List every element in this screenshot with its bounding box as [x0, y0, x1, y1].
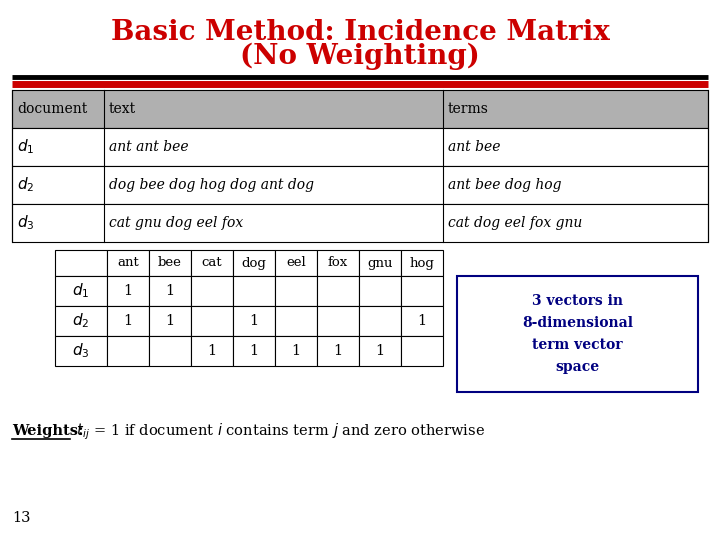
Text: $d_3$: $d_3$ [72, 342, 90, 360]
Bar [401, 250, 443, 276]
Text: eel: eel [286, 256, 306, 269]
Text: ant: ant [117, 256, 139, 269]
Bar [107, 276, 149, 306]
Text: 1: 1 [333, 344, 343, 358]
Bar [191, 250, 233, 276]
Text: bee: bee [158, 256, 182, 269]
Bar [12, 204, 708, 242]
Text: Basic Method: Incidence Matrix: Basic Method: Incidence Matrix [111, 18, 609, 45]
Text: 1: 1 [249, 314, 258, 328]
Text: 13: 13 [12, 511, 30, 525]
Bar [317, 276, 359, 306]
Text: terms: terms [448, 102, 489, 116]
Bar [55, 306, 107, 336]
Text: ant ant bee: ant ant bee [109, 140, 189, 154]
Bar [275, 276, 317, 306]
Text: 1: 1 [418, 314, 426, 328]
Bar [149, 250, 191, 276]
Text: 3 vectors in
8-dimensional
term vector
space: 3 vectors in 8-dimensional term vector s… [522, 294, 633, 374]
Text: ant bee dog hog: ant bee dog hog [448, 178, 562, 192]
Text: Weights:: Weights: [12, 424, 84, 438]
Text: dog: dog [242, 256, 266, 269]
Bar [191, 276, 233, 306]
Bar [191, 306, 233, 336]
Text: $d_2$: $d_2$ [72, 312, 90, 330]
Bar [12, 90, 708, 128]
Text: cat dog eel fox gnu: cat dog eel fox gnu [448, 216, 582, 230]
Text: 1: 1 [292, 344, 300, 358]
Bar [55, 336, 107, 366]
Bar [107, 250, 149, 276]
Bar [149, 276, 191, 306]
Bar [107, 336, 149, 366]
Bar [317, 306, 359, 336]
Text: fox: fox [328, 256, 348, 269]
Bar [233, 306, 275, 336]
Text: 1: 1 [166, 314, 174, 328]
Text: $d_3$: $d_3$ [17, 214, 35, 232]
Text: $d_1$: $d_1$ [17, 138, 35, 157]
Bar [359, 336, 401, 366]
Bar [457, 276, 698, 392]
Bar [55, 250, 107, 276]
Bar [359, 276, 401, 306]
Bar [233, 250, 275, 276]
Bar [401, 276, 443, 306]
Bar [55, 276, 107, 306]
Bar [191, 336, 233, 366]
Text: 1: 1 [375, 344, 384, 358]
Text: $d_2$: $d_2$ [17, 176, 35, 194]
Bar [401, 306, 443, 336]
Bar [275, 336, 317, 366]
Text: $t_{ij}$ = 1 if document $i$ contains term $j$ and zero otherwise: $t_{ij}$ = 1 if document $i$ contains te… [72, 421, 485, 442]
Bar [359, 250, 401, 276]
Text: 1: 1 [123, 314, 132, 328]
Text: dog bee dog hog dog ant dog: dog bee dog hog dog ant dog [109, 178, 314, 192]
Bar [12, 128, 708, 166]
Text: $d_1$: $d_1$ [72, 282, 90, 300]
Bar [317, 250, 359, 276]
Text: text: text [109, 102, 136, 116]
Bar [317, 336, 359, 366]
Bar [149, 306, 191, 336]
Text: 1: 1 [166, 284, 174, 298]
Bar [233, 276, 275, 306]
Text: hog: hog [410, 256, 434, 269]
Text: (No Weighting): (No Weighting) [240, 42, 480, 70]
Bar [107, 306, 149, 336]
Bar [233, 336, 275, 366]
Text: 1: 1 [123, 284, 132, 298]
Bar [275, 250, 317, 276]
Text: ant bee: ant bee [448, 140, 500, 154]
Bar [12, 166, 708, 204]
Text: document: document [17, 102, 87, 116]
Bar [401, 336, 443, 366]
Text: 1: 1 [249, 344, 258, 358]
Bar [359, 306, 401, 336]
Text: gnu: gnu [367, 256, 392, 269]
Text: cat: cat [202, 256, 222, 269]
Text: cat gnu dog eel fox: cat gnu dog eel fox [109, 216, 243, 230]
Text: 1: 1 [207, 344, 217, 358]
Bar [275, 306, 317, 336]
Bar [149, 336, 191, 366]
